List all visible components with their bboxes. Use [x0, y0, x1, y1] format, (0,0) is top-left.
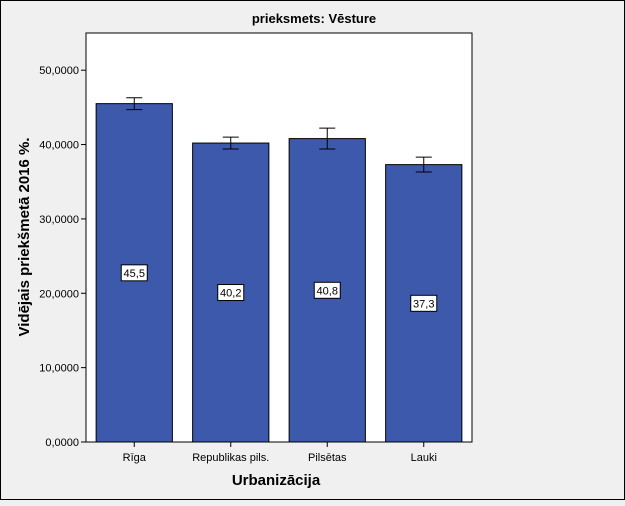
data-label-box	[217, 284, 245, 302]
y-tick-label: 20,0000	[39, 288, 79, 300]
x-axis: Rīga Republikas pils. Pilsētas Lauki	[123, 442, 437, 464]
data-label: 40,2	[220, 288, 241, 300]
x-tick-label: Lauki	[411, 452, 437, 464]
data-label: 45,5	[124, 268, 145, 280]
y-axis: 0,0000 10,0000 20,0000 30,0000 40,0000 50,000…	[39, 65, 86, 449]
data-label-box	[120, 264, 148, 282]
data-label: 37,3	[413, 298, 434, 310]
x-tick-label: Rīga	[123, 452, 147, 464]
y-tick-label: 50,0000	[39, 65, 79, 77]
chart-title: prieksmets: Vēsture	[252, 11, 376, 26]
y-axis-title: Vidējais priekšmetā 2016 %.	[16, 137, 33, 336]
bars: 45,5 40,2 40,8 37,3	[95, 97, 463, 443]
y-tick-label: 40,0000	[39, 140, 79, 152]
y-tick-label: 30,0000	[39, 214, 79, 226]
x-tick-label: Republikas pils.	[192, 452, 269, 464]
x-axis-title: Urbanizācija	[232, 472, 321, 489]
data-label-box	[410, 294, 438, 312]
data-label: 40,8	[317, 285, 338, 297]
y-tick-label: 10,0000	[39, 363, 79, 375]
bar	[192, 142, 270, 443]
y-tick-label: 0,0000	[45, 437, 79, 449]
data-label-box	[313, 281, 341, 299]
x-tick-label: Pilsētas	[308, 452, 347, 464]
